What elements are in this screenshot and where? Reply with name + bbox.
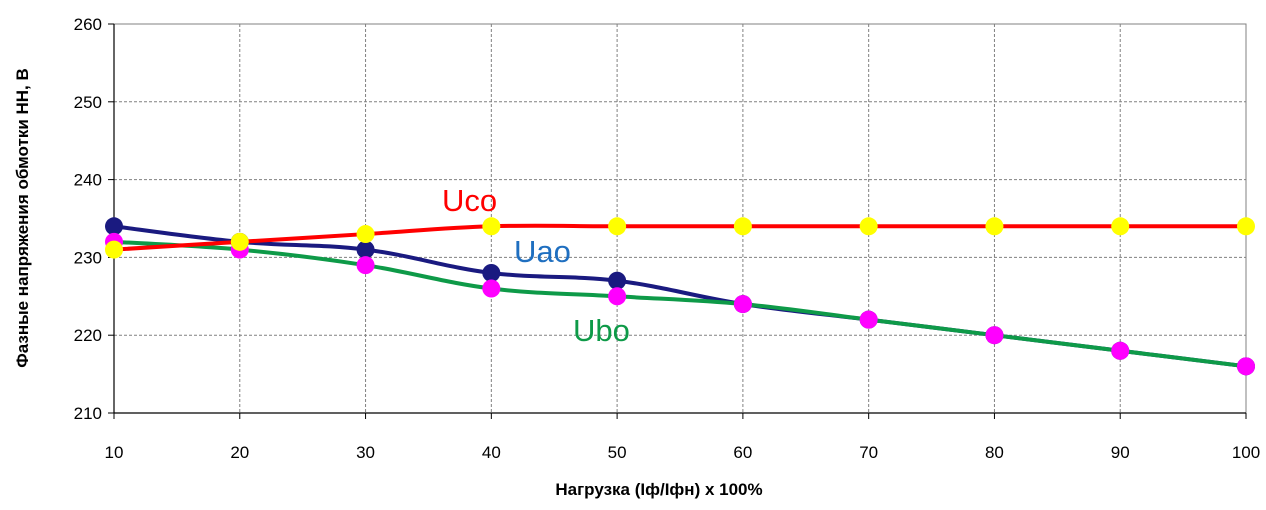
axes: 210 220 230 240 250 260 10 20 30 40 50 60 70 80 90 100 (74, 15, 1261, 462)
data-point-uco (859, 217, 878, 236)
y-tick-label: 260 (74, 15, 102, 34)
y-tick-label: 250 (74, 93, 102, 112)
series-line-ubo (112, 239, 1248, 369)
series-label-uco: Uco (442, 183, 497, 218)
x-tick-label: 100 (1232, 443, 1260, 462)
x-tick-label: 20 (230, 443, 249, 462)
data-point-ubo (482, 279, 501, 298)
x-tick-label: 90 (1111, 443, 1130, 462)
plot-area-frame (113, 23, 1247, 414)
data-point-uco (1111, 217, 1130, 236)
series-label-ubo: Ubo (573, 313, 630, 348)
data-point-ubo (608, 287, 627, 306)
data-point-uao (608, 271, 627, 290)
data-point-uao (105, 217, 123, 236)
annotations: Uco Uao Ubo (442, 183, 630, 348)
y-tick-label: 210 (74, 404, 102, 423)
data-point-uco (105, 240, 123, 259)
x-tick-label: 40 (482, 443, 501, 462)
x-tick-label: 70 (859, 443, 878, 462)
x-tick-label: 60 (733, 443, 752, 462)
data-point-uco (733, 217, 752, 236)
x-tick-label: 50 (608, 443, 627, 462)
x-axis-label: Нагрузка (Iф/Iфн) х 100% (555, 480, 762, 499)
y-axis-label: Фазные напряжения обмотки НН, В (13, 68, 32, 368)
data-point-uco (985, 217, 1004, 236)
series-line-uco (112, 223, 1248, 252)
data-point-ubo (985, 326, 1004, 345)
grid (113, 23, 1247, 414)
data-point-uao (482, 263, 501, 282)
x-tick-label: 80 (985, 443, 1004, 462)
data-point-uao (356, 240, 375, 259)
data-point-uco (608, 217, 627, 236)
y-tick-label: 230 (74, 248, 102, 267)
data-point-uco (1237, 217, 1255, 236)
data-point-ubo (1237, 357, 1255, 376)
data-point-uco (482, 217, 501, 236)
data-point-ubo (356, 256, 375, 275)
series-label-uao: Uao (514, 234, 571, 269)
data-point-ubo (859, 310, 878, 329)
data-point-uco (230, 232, 249, 251)
data-point-ubo (733, 295, 752, 314)
y-tick-label: 240 (74, 171, 102, 190)
x-tick-label: 10 (105, 443, 124, 462)
y-tick-label: 220 (74, 326, 102, 345)
data-point-uco (356, 225, 375, 244)
series-group (105, 217, 1255, 376)
x-tick-label: 30 (356, 443, 375, 462)
data-point-ubo (1111, 341, 1130, 360)
